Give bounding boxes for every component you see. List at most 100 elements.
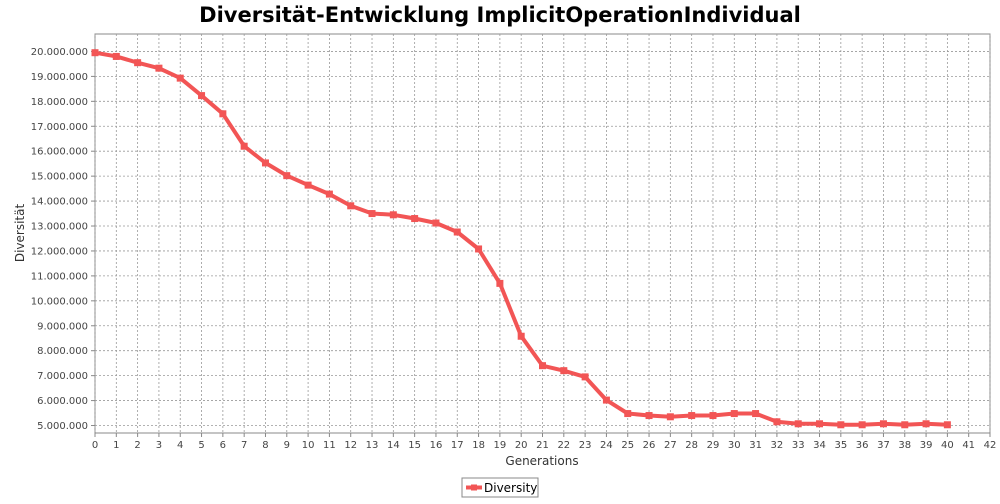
x-tick-label: 31 bbox=[749, 440, 762, 451]
data-point bbox=[922, 420, 930, 428]
x-tick-label: 19 bbox=[494, 440, 507, 451]
x-tick-label: 33 bbox=[792, 440, 805, 451]
x-tick-label: 36 bbox=[856, 440, 869, 451]
y-tick-label: 8.000.000 bbox=[37, 346, 88, 357]
y-tick-label: 5.000.000 bbox=[37, 421, 88, 432]
x-tick-label: 41 bbox=[962, 440, 975, 451]
y-tick-label: 19.000.000 bbox=[31, 72, 88, 83]
x-tick-label: 25 bbox=[621, 440, 634, 451]
x-tick-label: 11 bbox=[323, 440, 336, 451]
x-tick-label: 3 bbox=[156, 440, 162, 451]
data-point bbox=[752, 410, 760, 418]
data-point bbox=[347, 202, 355, 210]
x-tick-label: 23 bbox=[579, 440, 592, 451]
data-point bbox=[155, 64, 163, 72]
data-point bbox=[688, 412, 696, 420]
x-tick-label: 14 bbox=[387, 440, 400, 451]
data-point bbox=[240, 142, 248, 150]
x-tick-label: 28 bbox=[685, 440, 698, 451]
y-tick-label: 7.000.000 bbox=[37, 371, 88, 382]
x-tick-label: 32 bbox=[771, 440, 784, 451]
x-tick-label: 35 bbox=[834, 440, 847, 451]
legend-label-diversity: Diversity bbox=[484, 481, 537, 495]
y-tick-label: 6.000.000 bbox=[37, 396, 88, 407]
y-tick-label: 11.000.000 bbox=[31, 271, 88, 282]
y-tick-label: 12.000.000 bbox=[31, 246, 88, 257]
data-point bbox=[858, 421, 866, 429]
x-tick-label: 30 bbox=[728, 440, 741, 451]
axis-ticks: 0 1 2 3 4 5 6 7 8 9 10 11 12 13 14 15 16 17 18 19 20 21 22 23 24… bbox=[31, 47, 997, 451]
y-tick-label: 14.000.000 bbox=[31, 197, 88, 208]
data-point bbox=[389, 211, 397, 219]
data-point bbox=[134, 59, 142, 67]
x-tick-label: 16 bbox=[430, 440, 443, 451]
x-tick-label: 40 bbox=[941, 440, 954, 451]
x-tick-label: 18 bbox=[472, 440, 485, 451]
y-tick-label: 16.000.000 bbox=[31, 147, 88, 158]
y-tick-label: 15.000.000 bbox=[31, 172, 88, 183]
data-point bbox=[624, 410, 632, 418]
x-axis-label: Generations bbox=[505, 454, 578, 468]
y-tick-label: 10.000.000 bbox=[31, 296, 88, 307]
x-tick-label: 6 bbox=[220, 440, 226, 451]
data-point bbox=[112, 52, 120, 60]
x-tick-label: 37 bbox=[877, 440, 890, 451]
x-tick-label: 9 bbox=[284, 440, 290, 451]
x-tick-label: 26 bbox=[643, 440, 656, 451]
x-tick-label: 22 bbox=[557, 440, 570, 451]
y-tick-label: 13.000.000 bbox=[31, 222, 88, 233]
x-tick-label: 2 bbox=[134, 440, 140, 451]
x-tick-label: 24 bbox=[600, 440, 613, 451]
x-tick-label: 42 bbox=[984, 440, 997, 451]
data-point bbox=[943, 421, 951, 429]
x-tick-label: 12 bbox=[344, 440, 357, 451]
data-point bbox=[560, 367, 568, 375]
data-point bbox=[475, 245, 483, 253]
x-tick-label: 20 bbox=[515, 440, 528, 451]
x-tick-label: 17 bbox=[451, 440, 464, 451]
grid-lines bbox=[94, 34, 991, 433]
x-tick-label: 5 bbox=[198, 440, 204, 451]
data-point bbox=[219, 110, 227, 118]
data-point bbox=[325, 190, 333, 198]
data-point bbox=[176, 74, 184, 82]
x-tick-label: 21 bbox=[536, 440, 549, 451]
legend: Diversity bbox=[461, 477, 539, 498]
data-point bbox=[773, 418, 781, 426]
legend-box bbox=[461, 477, 539, 498]
data-point bbox=[198, 92, 206, 100]
data-point bbox=[816, 420, 824, 428]
data-point bbox=[261, 159, 269, 167]
data-point bbox=[539, 362, 546, 370]
x-tick-label: 8 bbox=[262, 440, 268, 451]
chart-title: Diversität-Entwicklung ImplicitOperation… bbox=[199, 3, 801, 27]
x-tick-label: 7 bbox=[241, 440, 247, 451]
plot-area bbox=[94, 33, 991, 434]
x-tick-label: 13 bbox=[366, 440, 379, 451]
data-point bbox=[794, 420, 802, 428]
y-tick-label: 18.000.000 bbox=[31, 97, 88, 108]
x-tick-label: 0 bbox=[92, 440, 98, 451]
data-point bbox=[453, 228, 461, 236]
data-point bbox=[645, 412, 653, 420]
x-tick-label: 1 bbox=[113, 440, 119, 451]
data-point bbox=[283, 172, 291, 180]
data-point bbox=[581, 373, 589, 381]
x-tick-label: 29 bbox=[707, 440, 720, 451]
data-point bbox=[709, 412, 717, 420]
y-tick-label: 20.000.000 bbox=[31, 47, 88, 58]
data-point bbox=[666, 413, 674, 421]
legend-marker-swatch bbox=[471, 484, 477, 491]
x-tick-label: 15 bbox=[408, 440, 421, 451]
x-tick-label: 39 bbox=[920, 440, 933, 451]
data-point bbox=[411, 215, 419, 223]
x-tick-label: 38 bbox=[898, 440, 911, 451]
data-point bbox=[304, 181, 312, 189]
y-tick-label: 9.000.000 bbox=[37, 321, 88, 332]
series-layer bbox=[91, 49, 951, 429]
data-point bbox=[368, 210, 376, 218]
data-point bbox=[837, 421, 845, 429]
x-tick-label: 27 bbox=[664, 440, 677, 451]
